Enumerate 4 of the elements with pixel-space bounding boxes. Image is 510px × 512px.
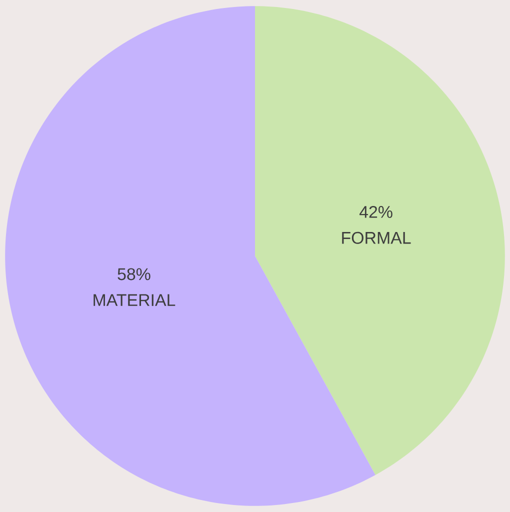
data-label: 58% bbox=[118, 268, 150, 280]
slice-label: MATERIAL bbox=[94, 294, 176, 306]
slice-label: FORMAL bbox=[342, 232, 411, 244]
data-label: 42% bbox=[359, 206, 392, 218]
